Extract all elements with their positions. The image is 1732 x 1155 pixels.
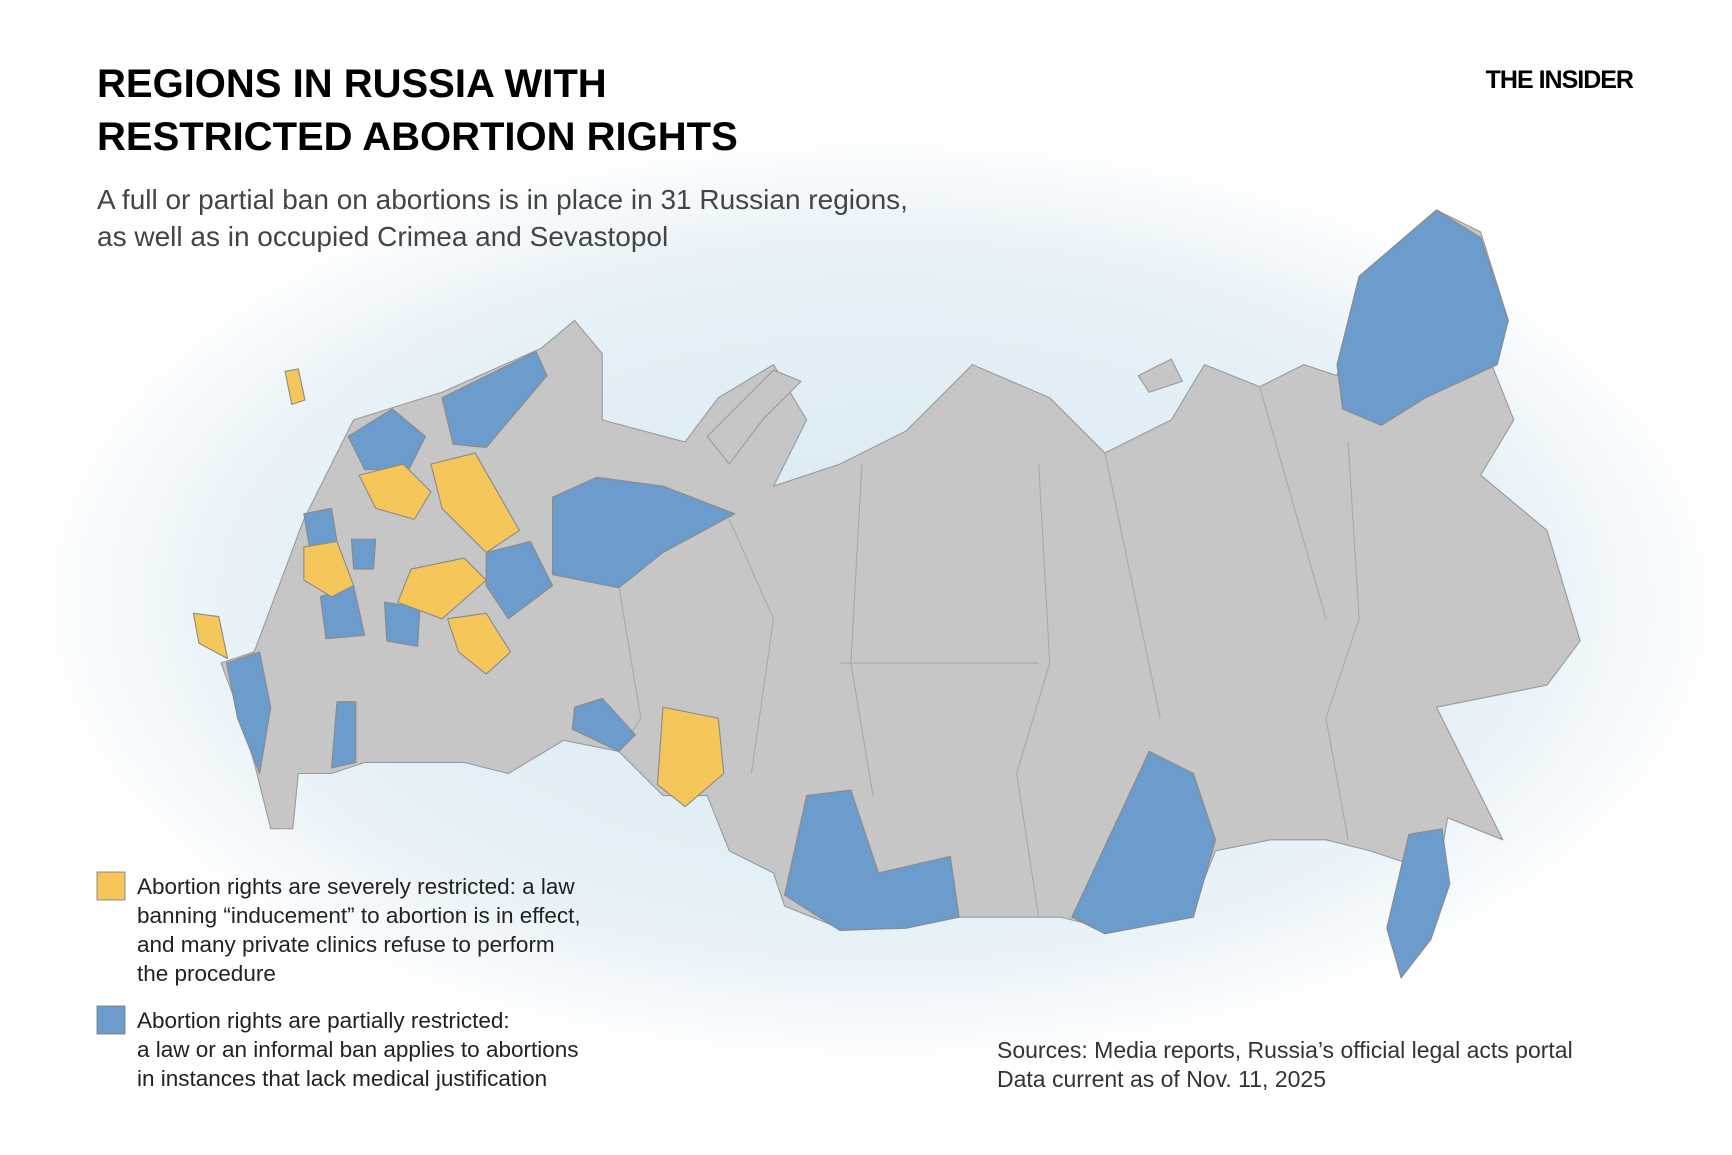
sources-line: Sources: Media reports, Russia’s officia… — [997, 1037, 1573, 1063]
region-severe — [446, 612, 512, 675]
region-partial — [303, 507, 338, 548]
region-partial — [1386, 828, 1451, 979]
region-partial — [347, 408, 426, 471]
sources-line: Data current as of Nov. 11, 2025 — [997, 1066, 1326, 1092]
legend-text: Abortion rights are partially restricted… — [137, 1008, 510, 1033]
legend-text: the procedure — [137, 961, 276, 986]
subtitle-line: A full or partial ban on abortions is in… — [97, 184, 908, 215]
legend: Abortion rights are severely restricted:… — [96, 871, 581, 1091]
legend-text: banning “inducement” to abortion is in e… — [137, 903, 581, 928]
novaya-zemlya — [706, 369, 802, 465]
legend-text: Abortion rights are severely restricted:… — [137, 874, 575, 899]
region-partial — [551, 476, 736, 589]
region-partial — [783, 789, 960, 931]
legend-text: and many private clinics refuse to perfo… — [137, 932, 555, 957]
russia-land — [220, 209, 1581, 929]
brand-logo: THE INSIDER — [1486, 66, 1634, 94]
sources: Sources: Media reports, Russia’s officia… — [997, 1037, 1573, 1092]
region-severe — [430, 452, 520, 554]
region-severe — [358, 463, 432, 520]
title-line: RESTRICTED ABORTION RIGHTS — [97, 115, 738, 159]
region-partial — [571, 697, 636, 752]
region-partial — [350, 538, 377, 570]
region-partial — [1071, 750, 1217, 935]
legend-text: a law or an informal ban applies to abor… — [137, 1037, 579, 1062]
region-borders — [618, 386, 1360, 918]
subtitle: A full or partial ban on abortions is in… — [97, 184, 908, 252]
subtitle-line: as well as in occupied Crimea and Sevast… — [97, 221, 668, 252]
region-severe — [284, 368, 306, 405]
region-partial — [441, 350, 548, 449]
region-severe — [656, 706, 725, 808]
legend-swatch — [96, 1005, 126, 1035]
title: REGIONS IN RUSSIA WITH RESTRICTED ABORTIO… — [97, 62, 738, 159]
region-partial — [330, 701, 357, 769]
region-severe — [192, 612, 229, 660]
new-siberian-islands — [1137, 358, 1183, 393]
region-partial — [225, 651, 272, 775]
legend-text: in instances that lack medical justifica… — [137, 1066, 547, 1091]
legend-swatch — [96, 871, 126, 901]
title-line: REGIONS IN RUSSIA WITH — [97, 62, 607, 106]
russia-map — [192, 209, 1581, 979]
region-partial — [1336, 209, 1509, 426]
region-severe — [397, 557, 487, 620]
region-severe — [303, 540, 355, 598]
